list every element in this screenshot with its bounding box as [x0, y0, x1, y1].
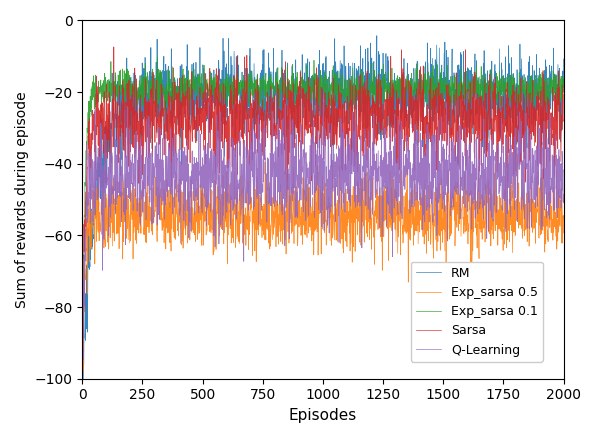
- Exp_sarsa 0.1: [546, 86, 553, 91]
- Exp_sarsa 0.1: [79, 362, 86, 367]
- Line: Exp_sarsa 0.1: Exp_sarsa 0.1: [82, 57, 563, 365]
- Q-Learning: [104, 183, 111, 188]
- RM: [79, 376, 86, 381]
- Sarsa: [546, 159, 553, 164]
- RM: [560, 57, 567, 62]
- Q-Learning: [313, 167, 320, 173]
- Exp_sarsa 0.1: [104, 79, 111, 84]
- Exp_sarsa 0.5: [546, 225, 553, 230]
- Exp_sarsa 0.1: [300, 80, 308, 85]
- Exp_sarsa 0.5: [560, 230, 567, 236]
- RM: [300, 105, 308, 110]
- Line: Exp_sarsa 0.5: Exp_sarsa 0.5: [82, 154, 563, 371]
- RM: [104, 127, 111, 132]
- Y-axis label: Sum of rewards during episode: Sum of rewards during episode: [15, 91, 29, 308]
- Legend: RM, Exp_sarsa 0.5, Exp_sarsa 0.1, Sarsa, Q-Learning: RM, Exp_sarsa 0.5, Exp_sarsa 0.1, Sarsa,…: [411, 262, 543, 362]
- Exp_sarsa 0.5: [300, 201, 308, 206]
- Exp_sarsa 0.5: [458, 206, 465, 212]
- Sarsa: [313, 141, 320, 146]
- Exp_sarsa 0.1: [154, 55, 161, 60]
- Exp_sarsa 0.5: [547, 188, 554, 194]
- Exp_sarsa 0.1: [560, 90, 567, 95]
- X-axis label: Episodes: Episodes: [289, 408, 357, 423]
- Exp_sarsa 0.1: [313, 93, 320, 98]
- Sarsa: [104, 113, 111, 118]
- Q-Learning: [320, 92, 327, 97]
- Line: Q-Learning: Q-Learning: [82, 94, 563, 379]
- Exp_sarsa 0.1: [546, 89, 553, 95]
- Exp_sarsa 0.5: [540, 151, 547, 156]
- RM: [458, 112, 465, 117]
- Sarsa: [110, 44, 117, 49]
- RM: [547, 71, 554, 77]
- Exp_sarsa 0.5: [313, 190, 320, 195]
- Exp_sarsa 0.1: [458, 88, 465, 94]
- Q-Learning: [546, 174, 553, 180]
- Exp_sarsa 0.5: [79, 346, 86, 351]
- Exp_sarsa 0.5: [80, 368, 87, 374]
- Sarsa: [458, 129, 465, 134]
- RM: [79, 343, 86, 348]
- Exp_sarsa 0.5: [104, 219, 111, 224]
- Sarsa: [546, 102, 553, 107]
- Sarsa: [560, 92, 567, 97]
- Line: Sarsa: Sarsa: [82, 47, 563, 373]
- Line: RM: RM: [82, 35, 563, 379]
- RM: [313, 82, 320, 87]
- Q-Learning: [560, 192, 567, 197]
- Q-Learning: [546, 177, 553, 182]
- Sarsa: [300, 92, 308, 97]
- RM: [546, 85, 553, 90]
- Q-Learning: [458, 175, 465, 180]
- Q-Learning: [79, 376, 86, 381]
- RM: [373, 33, 380, 38]
- Q-Learning: [300, 178, 307, 184]
- Sarsa: [79, 371, 86, 376]
